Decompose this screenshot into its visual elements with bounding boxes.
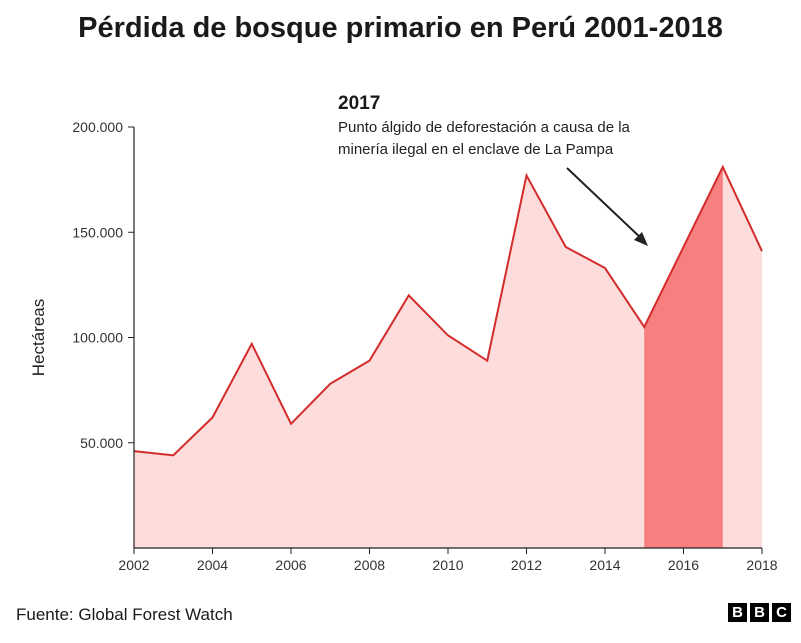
series-line — [133, 164, 763, 457]
highlight-area — [644, 166, 723, 548]
x-tick-label: 2008 — [354, 557, 385, 573]
x-tick-label: 2012 — [511, 557, 542, 573]
y-axis-label: Hectáreas — [29, 299, 48, 376]
annotation-year: 2017 — [338, 93, 380, 114]
x-tick-label: 2006 — [275, 557, 306, 573]
bbc-logo-letter: B — [728, 603, 747, 622]
annotation-arrow-head — [634, 232, 648, 246]
annotation-text: Punto álgido de deforestación a causa de… — [338, 119, 631, 136]
annotation-text: minería ilegal en el enclave de La Pampa — [338, 141, 614, 158]
x-tick-label: 2002 — [118, 557, 149, 573]
x-tick-label: 2016 — [668, 557, 699, 573]
x-tick-label: 2018 — [746, 557, 777, 573]
y-tick-label: 50.000 — [80, 435, 123, 451]
y-tick-label: 150.000 — [72, 224, 123, 240]
annotation-arrow-line — [566, 167, 644, 241]
area-fill — [134, 166, 762, 548]
x-tick-label: 2004 — [197, 557, 228, 573]
chart-title: Pérdida de bosque primario en Perú 2001-… — [78, 12, 723, 44]
x-tick-label: 2014 — [589, 557, 620, 573]
source-note: Fuente: Global Forest Watch — [16, 605, 233, 624]
bbc-logo: B B C — [728, 603, 791, 622]
x-tick-label: 2010 — [432, 557, 463, 573]
y-tick-label: 200.000 — [72, 119, 123, 135]
bbc-logo-letter: B — [750, 603, 769, 622]
bbc-logo-letter: C — [772, 603, 791, 622]
y-tick-label: 100.000 — [72, 330, 123, 346]
